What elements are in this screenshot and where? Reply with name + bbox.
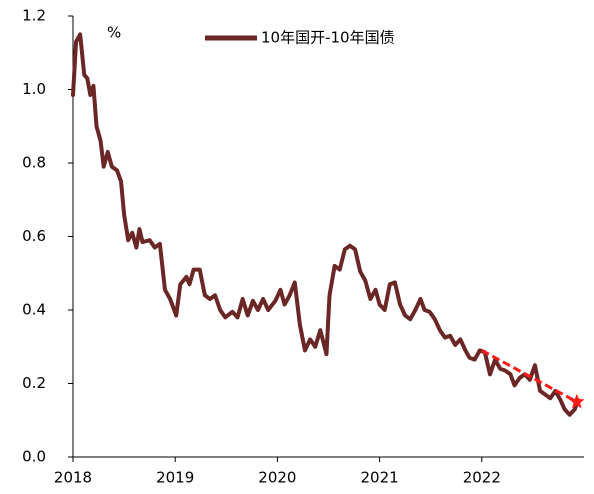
y-tick-label: 1.0 (22, 80, 46, 98)
legend-label: 10年国开-10年国债 (261, 29, 395, 47)
trend-end-star (569, 393, 585, 409)
trend-line (481, 349, 578, 404)
y-tick-label: 0.8 (22, 154, 46, 172)
y-tick-label: 0.4 (22, 301, 46, 319)
y-tick-label: 1.2 (22, 7, 46, 25)
y-tick-label: 0.0 (22, 448, 46, 466)
y-tick-label: 0.6 (22, 227, 46, 245)
line (71, 32, 580, 417)
x-tick-label: 2020 (258, 469, 296, 487)
y-tick-label: 0.2 (22, 374, 46, 392)
x-tick-label: 2021 (361, 469, 399, 487)
unit-label: % (107, 24, 121, 42)
x-tick-label: 2019 (156, 469, 194, 487)
x-tick-label: 2022 (463, 469, 501, 487)
x-tick-label: 2018 (54, 469, 92, 487)
